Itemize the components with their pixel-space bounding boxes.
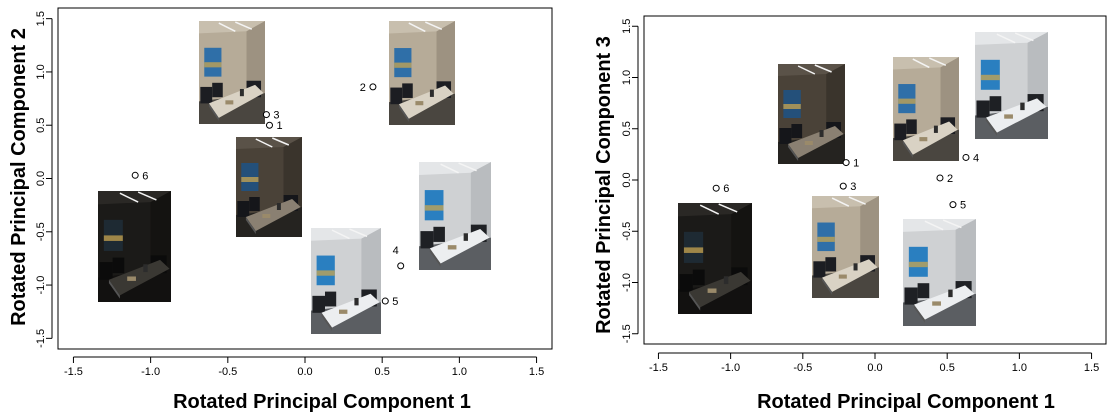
data-point [962,153,970,161]
x-tick-label: 0.0 [297,366,312,378]
y-tick-label: -0.5 [35,222,47,241]
x-tick-label: 1.0 [1012,362,1027,374]
x-tick-label: 1.5 [1084,362,1099,374]
x-tick-label: -1.5 [649,362,668,374]
x-axis: -1.5 -1.0 -0.5 0.0 0.5 1.0 1.5 [649,352,1099,374]
data-point-label: 1 [853,158,859,170]
x-tick-label: 0.5 [375,366,390,378]
data-point-label: 3 [273,110,279,122]
data-point-label: 3 [850,181,856,193]
y-tick-label: -1.5 [621,324,633,343]
data-point [949,201,957,209]
room-photo-thumbnail [678,203,752,314]
y-axis-title: Rotated Principal Component 2 [8,28,30,326]
data-point-label: 4 [973,152,979,164]
x-axis-title: Rotated Principal Component 1 [173,391,471,413]
room-photo-thumbnail [812,196,879,298]
room-photo-thumbnail [975,32,1048,139]
room-photo-thumbnail [389,21,455,125]
room-photo-thumbnail [98,191,171,302]
data-point [265,121,273,129]
plot-frame [643,15,1107,345]
y-axis: -1.5 -1.0 -0.5 0.0 0.5 1.0 1.5 [35,11,53,348]
data-point [397,262,405,270]
scatter-panel-left: Rotated Principal Component 1 Rotated Pr… [8,7,553,413]
x-tick-label: -1.0 [721,362,740,374]
data-point-label: 5 [960,200,966,212]
x-axis: -1.5 -1.0 -0.5 0.0 0.5 1.0 1.5 [64,356,544,378]
data-point [839,182,847,190]
x-tick-label: -0.5 [793,362,812,374]
x-tick-label: 0.0 [867,362,882,374]
y-tick-label: 0.5 [621,121,633,136]
room-photo-thumbnail [419,162,491,270]
data-point-label: 6 [723,183,729,195]
x-tick-label: 1.0 [452,366,467,378]
data-point-label: 6 [142,170,148,182]
y-axis-title: Rotated Principal Component 3 [593,36,615,334]
x-tick-label: 1.5 [529,366,544,378]
x-tick-label: -1.0 [141,366,160,378]
room-photo-thumbnail [236,137,302,237]
y-tick-label: 1.0 [621,70,633,85]
y-tick-label: 0.5 [35,118,47,133]
room-photo-thumbnail [903,219,976,326]
data-point [131,171,139,179]
data-point [262,111,270,119]
y-tick-label: -1.0 [35,276,47,295]
data-point-label: 2 [360,82,366,94]
data-point [381,297,389,305]
data-point [712,184,720,192]
y-tick-label: 1.5 [35,11,47,26]
y-tick-label: -0.5 [621,222,633,241]
room-photo-thumbnail [778,64,845,164]
plot-frame [57,7,553,350]
y-tick-label: -1.5 [35,329,47,348]
data-point [936,174,944,182]
x-axis-title: Rotated Principal Component 1 [757,391,1055,413]
data-point-label: 5 [392,296,398,308]
y-tick-label: 0.0 [621,172,633,187]
x-tick-label: 0.5 [940,362,955,374]
room-photo-thumbnail [199,21,265,124]
x-tick-label: -0.5 [218,366,237,378]
data-point [842,159,850,167]
y-tick-label: -1.0 [621,273,633,292]
data-point-label: 4 [393,245,399,257]
y-tick-label: 1.5 [621,19,633,34]
room-photo-thumbnail [311,228,381,334]
data-point-label: 1 [276,120,282,132]
room-photo-thumbnail [893,57,959,161]
x-tick-label: -1.5 [64,366,83,378]
data-point-label: 2 [947,173,953,185]
scatter-panel-right: Rotated Principal Component 1 Rotated Pr… [593,15,1107,413]
y-tick-label: 1.0 [35,64,47,79]
data-point [369,83,377,91]
y-tick-label: 0.0 [35,171,47,186]
y-axis: -1.5 -1.0 -0.5 0.0 0.5 1.0 1.5 [621,19,639,343]
